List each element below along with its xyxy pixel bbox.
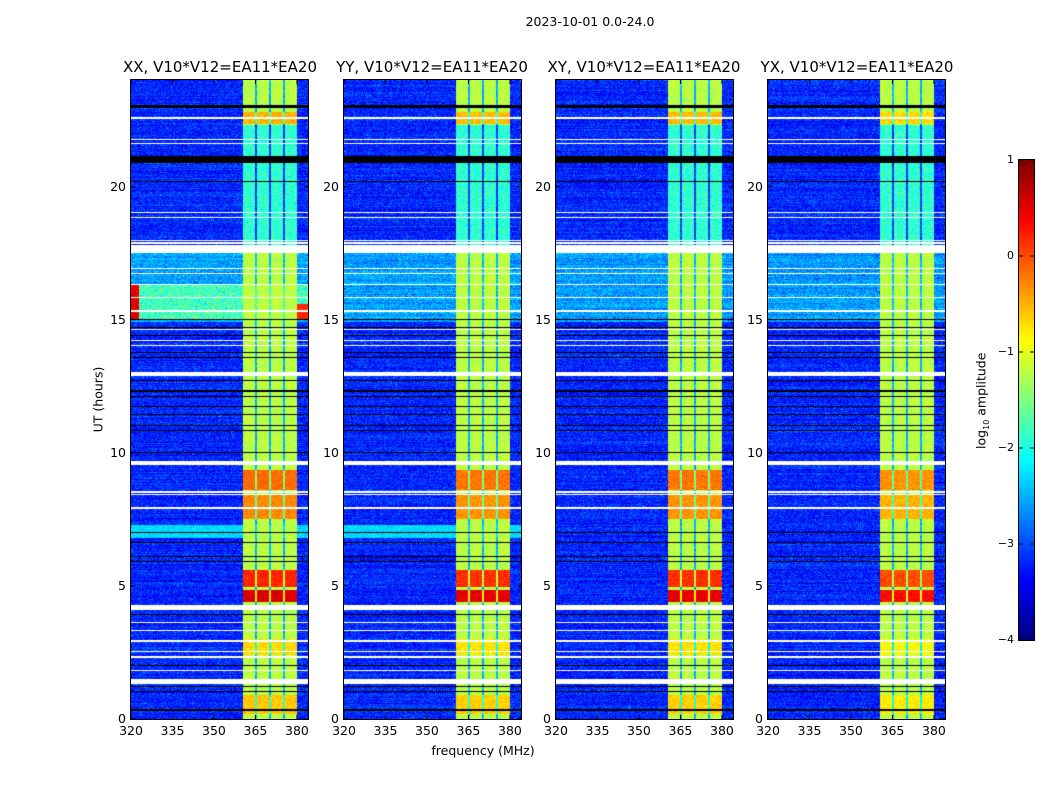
colorbar-gradient	[1019, 160, 1034, 640]
x-tick-label: 365	[243, 723, 268, 738]
heatmap-xx	[131, 80, 308, 719]
x-tick-label: 380	[498, 723, 522, 738]
y-tick-label: 15	[535, 311, 551, 327]
y-tick-label: 20	[747, 178, 763, 194]
y-tick-label: 20	[535, 178, 551, 194]
heatmap-yx	[768, 80, 945, 719]
figure-title: 2023-10-01 0.0-24.0	[525, 14, 655, 29]
y-tick-label: 10	[747, 444, 763, 460]
x-tick-label: 380	[710, 723, 734, 738]
x-tick-label: 350	[202, 723, 226, 738]
panel-title-yy: YY, V10*V12=EA11*EA20	[336, 58, 528, 76]
y-tick-label: 5	[755, 577, 763, 593]
x-tick-label: 365	[880, 723, 905, 738]
x-tick-label: 365	[456, 723, 481, 738]
x-tick-label: 350	[627, 723, 651, 738]
heatmap-panel-xx	[130, 79, 309, 720]
x-tick-label: 380	[285, 723, 309, 738]
y-tick-label: 5	[331, 577, 339, 593]
heatmap-panel-yy	[343, 79, 522, 720]
x-axis-label: frequency (MHz)	[431, 743, 535, 758]
colorbar-tick-label: 0	[1007, 249, 1014, 262]
y-tick-label: 20	[323, 178, 339, 194]
x-tick-label: 320	[756, 723, 780, 738]
y-tick-label: 10	[110, 444, 126, 460]
y-tick-label: 5	[118, 577, 126, 593]
panel-title-xy: XY, V10*V12=EA11*EA20	[547, 58, 741, 76]
y-tick-label: 20	[110, 178, 126, 194]
x-tick-label: 320	[119, 723, 143, 738]
heatmap-xy	[556, 80, 733, 719]
x-tick-label: 350	[415, 723, 439, 738]
y-tick-label: 0	[755, 711, 763, 726]
colorbar-tick-label: −4	[997, 633, 1014, 646]
y-axis-label: UT (hours)	[90, 366, 106, 433]
y-tick-label: 10	[535, 444, 551, 460]
x-tick-label: 365	[668, 723, 693, 738]
x-tick-label: 335	[585, 723, 610, 738]
x-tick-label: 335	[373, 723, 398, 738]
x-tick-label: 320	[332, 723, 356, 738]
panel-title-yx: YX, V10*V12=EA11*EA20	[760, 58, 954, 76]
y-tick-label: 0	[118, 711, 126, 726]
x-tick-label: 320	[544, 723, 568, 738]
y-tick-label: 0	[543, 711, 551, 726]
y-tick-label: 5	[543, 577, 551, 593]
y-tick-label: 10	[323, 444, 339, 460]
y-tick-label: 0	[331, 711, 339, 726]
heatmap-panel-yx	[767, 79, 946, 720]
colorbar-tick-label: −1	[997, 345, 1014, 358]
colorbar-label-sub: 10	[981, 419, 991, 430]
x-tick-label: 350	[839, 723, 863, 738]
heatmap-yy	[344, 80, 521, 719]
x-tick-label: 335	[160, 723, 185, 738]
x-tick-label: 380	[922, 723, 946, 738]
panel-title-xx: XX, V10*V12=EA11*EA20	[122, 58, 317, 76]
y-tick-label: 15	[323, 311, 339, 327]
y-tick-label: 15	[110, 311, 126, 327]
y-tick-label: 15	[747, 311, 763, 327]
colorbar-tick-label: −3	[997, 537, 1014, 550]
colorbar-tick-label: 1	[1007, 153, 1014, 166]
colorbar-label-suffix: amplitude	[973, 352, 989, 420]
colorbar	[1018, 159, 1035, 641]
colorbar-tick-label: −2	[997, 441, 1014, 454]
x-tick-label: 335	[797, 723, 822, 738]
heatmap-panel-xy	[555, 79, 734, 720]
